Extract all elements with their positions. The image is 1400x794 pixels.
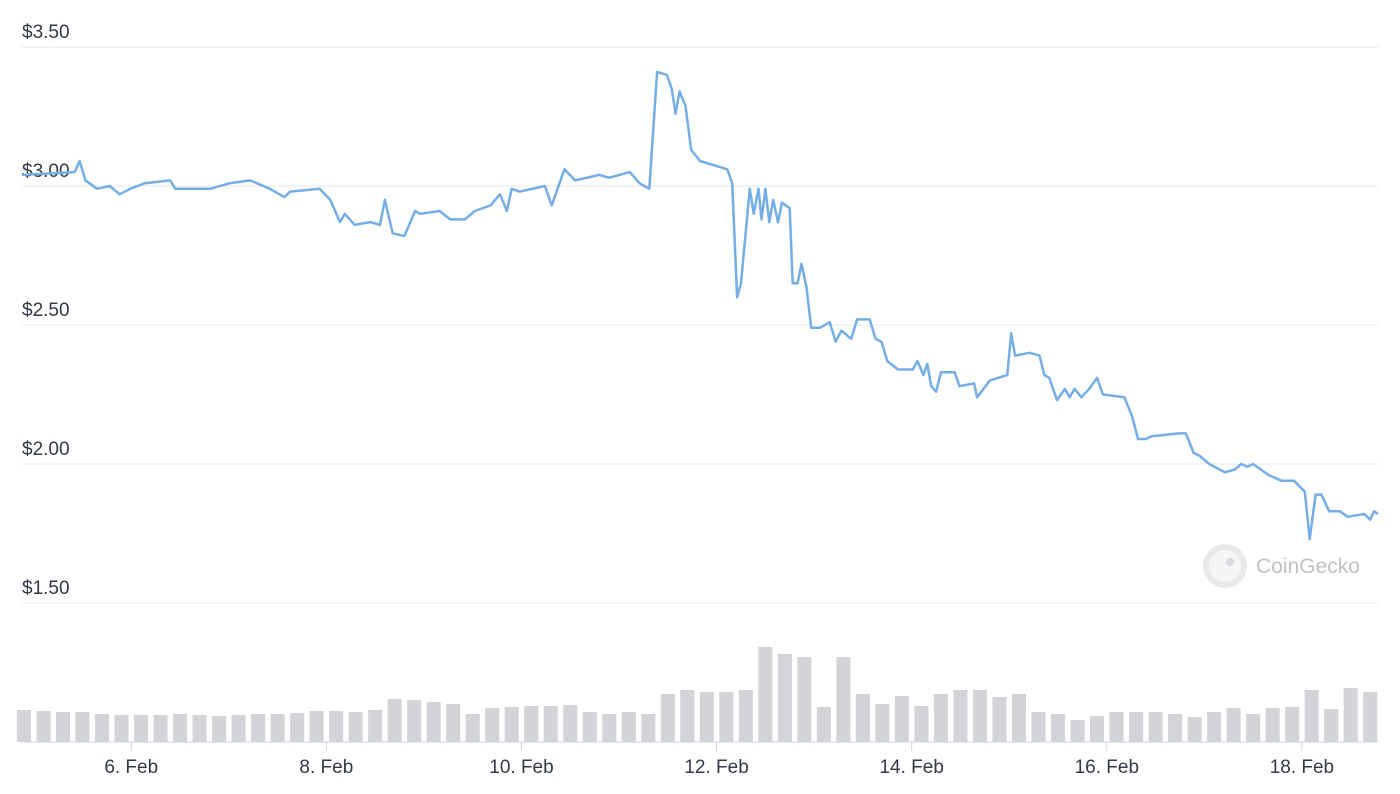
volume-bar xyxy=(485,708,500,742)
volume-bar xyxy=(543,706,558,742)
price-layer: $1.50 $2.00 $2.50 $3.00 $3.50 xyxy=(21,22,1379,604)
y-tick-label: $3.00 xyxy=(22,161,70,182)
volume-bar xyxy=(719,692,734,742)
volume-bar xyxy=(173,714,188,742)
volume-bar xyxy=(992,697,1007,742)
volume-bar xyxy=(426,702,441,742)
volume-bar xyxy=(602,714,617,742)
volume-bar xyxy=(407,700,422,742)
volume-bar xyxy=(836,657,851,742)
volume-bar xyxy=(563,705,578,742)
volume-bar xyxy=(94,714,110,742)
volume-bar xyxy=(1246,714,1261,742)
y-tick-label: $2.50 xyxy=(22,300,70,321)
volume-bar xyxy=(758,647,773,742)
volume-bar xyxy=(582,712,597,742)
volume-bar xyxy=(855,694,870,742)
volume-bar xyxy=(680,690,695,742)
volume-bar xyxy=(875,704,890,742)
volume-bar xyxy=(1343,688,1358,742)
volume-bar xyxy=(1285,707,1300,742)
volume-bar xyxy=(1050,714,1066,742)
x-tick-label: 8. Feb xyxy=(299,757,353,778)
volume-bar xyxy=(953,690,968,742)
volume-bar xyxy=(1090,716,1105,742)
x-tick-label: 10. Feb xyxy=(489,757,553,778)
volume-bar xyxy=(1031,712,1046,742)
volume-bar xyxy=(914,706,929,742)
volume-bar xyxy=(621,712,636,742)
volume-bar xyxy=(738,690,753,742)
y-tick-label: $3.50 xyxy=(22,22,70,43)
volume-bar xyxy=(212,716,227,742)
watermark-text: CoinGecko xyxy=(1256,555,1360,578)
volume-bar xyxy=(465,714,480,742)
y-tick-label: $1.50 xyxy=(22,578,70,599)
watermark-logo-eye xyxy=(1226,558,1234,566)
volume-bar xyxy=(1070,720,1085,742)
volume-bar xyxy=(504,707,519,742)
volume-bar xyxy=(251,714,266,742)
volume-bar xyxy=(972,690,988,742)
x-tick-label: 6. Feb xyxy=(104,757,158,778)
volume-bar xyxy=(387,699,402,742)
x-tick-label: 12. Feb xyxy=(684,757,748,778)
volume-bar xyxy=(797,657,812,742)
volume-bar xyxy=(1226,708,1241,742)
volume-bar xyxy=(446,704,461,742)
volume-bar xyxy=(36,711,51,742)
volume-bar xyxy=(1168,714,1183,742)
volume-bar xyxy=(1109,712,1124,742)
volume-bar xyxy=(368,710,383,742)
x-tick-label: 16. Feb xyxy=(1075,757,1139,778)
y-tick-label: $2.00 xyxy=(22,439,70,460)
volume-bar xyxy=(699,692,714,742)
volume-bar xyxy=(660,694,675,742)
price-line xyxy=(21,70,1379,541)
watermark: CoinGecko xyxy=(1203,544,1360,588)
volume-bar xyxy=(75,712,90,742)
volume-bar xyxy=(329,711,344,742)
volume-bar xyxy=(641,714,656,742)
volume-bar xyxy=(1129,712,1144,742)
volume-bar xyxy=(16,710,31,742)
volume-bar xyxy=(777,654,792,742)
volume-bar xyxy=(524,706,539,742)
volume-bar xyxy=(933,694,948,742)
x-tick-label: 18. Feb xyxy=(1270,757,1334,778)
volume-bar xyxy=(55,712,70,742)
volume-layer: 6. Feb 8. Feb 10. Feb 12. Feb 14. Feb 16. Feb… xyxy=(16,647,1378,778)
watermark-logo-inner xyxy=(1209,550,1241,582)
volume-bar xyxy=(153,715,168,742)
volume-bar xyxy=(309,711,324,742)
volume-bar xyxy=(1363,692,1378,742)
volume-bar xyxy=(1011,694,1027,742)
volume-bar xyxy=(1304,690,1319,742)
volume-bar xyxy=(1265,708,1280,742)
volume-bar xyxy=(192,715,207,742)
volume-bar xyxy=(270,714,285,742)
volume-bar xyxy=(1324,709,1339,742)
volume-bar xyxy=(1187,717,1202,742)
volume-bar xyxy=(1207,712,1222,742)
volume-bar xyxy=(1148,712,1163,742)
volume-bar xyxy=(133,715,149,742)
volume-bar xyxy=(114,715,129,742)
x-tick-label: 14. Feb xyxy=(879,757,943,778)
volume-bar xyxy=(816,707,831,742)
volume-bar xyxy=(894,696,909,742)
volume-bar xyxy=(231,715,246,742)
volume-bar xyxy=(290,713,305,742)
volume-bar xyxy=(348,712,363,742)
